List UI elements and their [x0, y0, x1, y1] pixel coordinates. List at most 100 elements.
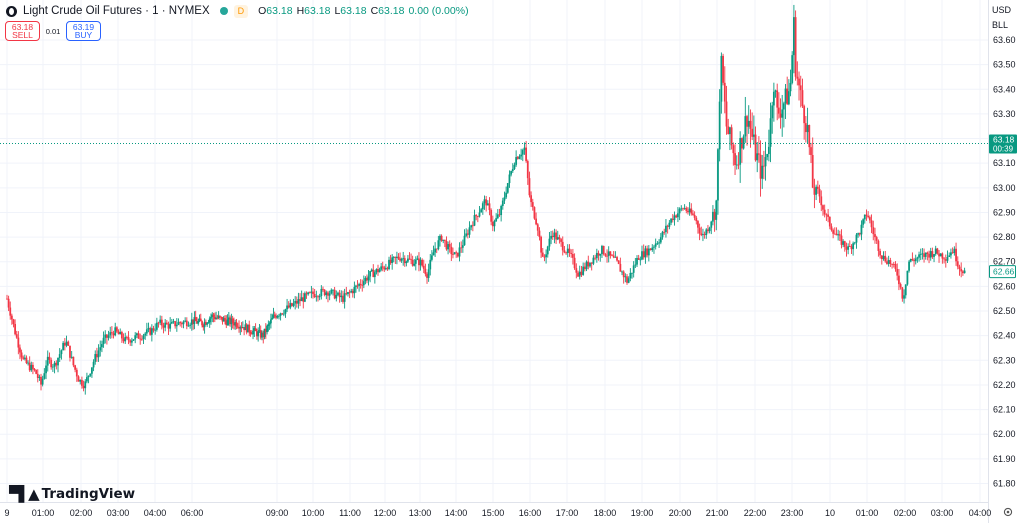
candle-body: [281, 313, 284, 315]
candle-body: [305, 293, 308, 295]
candle-body: [799, 85, 802, 91]
candle-body: [405, 261, 408, 264]
candle-body: [710, 221, 713, 228]
candle-body: [67, 341, 70, 346]
candle-body: [41, 378, 44, 385]
market-open-status-icon[interactable]: [219, 7, 228, 15]
candle-body: [825, 214, 828, 216]
candle-body: [322, 288, 324, 290]
candle-body: [808, 125, 811, 148]
candle-body: [781, 109, 784, 118]
candle-body: [762, 165, 765, 167]
candle-body: [914, 258, 917, 262]
candle-body: [475, 215, 478, 217]
candle-body: [720, 55, 723, 102]
candle-body: [752, 134, 755, 137]
candle-body: [816, 186, 819, 189]
candle-body: [818, 188, 821, 197]
candle-body: [238, 327, 240, 329]
time-tick-label: 01:00: [856, 508, 879, 518]
unit-selector[interactable]: BLL: [992, 20, 1009, 30]
candle-body: [955, 248, 957, 262]
candle-body: [624, 276, 627, 278]
candle-body: [503, 197, 506, 201]
time-tick-label: 11:00: [339, 508, 361, 518]
candle-body: [152, 328, 155, 331]
candle-body: [561, 241, 564, 251]
candle-body: [273, 314, 276, 316]
buy-button[interactable]: 63.19 BUY: [66, 21, 101, 41]
time-tick-label: 04:00: [969, 508, 992, 518]
candle-body: [573, 257, 576, 269]
spread-value: 0.01: [45, 26, 61, 36]
candle-body: [418, 258, 420, 266]
candle-body: [32, 364, 34, 369]
buy-label: BUY: [74, 30, 93, 40]
candle-body: [434, 248, 437, 253]
candle-body: [364, 277, 367, 282]
ohlc-value: 63.18: [304, 5, 331, 17]
candle-body: [531, 202, 534, 208]
candle-body: [622, 271, 625, 278]
candle-body: [23, 357, 26, 359]
candle-body: [383, 267, 386, 270]
candle-body: [506, 183, 509, 193]
candle-body: [453, 252, 456, 255]
candle-body: [160, 319, 163, 326]
candle-body: [192, 319, 195, 324]
candle-body: [804, 123, 807, 133]
candle-body: [508, 174, 511, 184]
candle-body: [939, 253, 942, 257]
candle-body: [759, 154, 762, 179]
candle-body: [179, 322, 182, 324]
gear-icon[interactable]: [1003, 507, 1013, 517]
candle-body: [577, 272, 579, 277]
tradingview-logo[interactable]: ▀▌▲ TradingView: [9, 485, 135, 503]
candle-body: [210, 317, 212, 319]
candle-body: [744, 116, 747, 137]
candle-body: [414, 259, 417, 264]
candle-body: [342, 295, 344, 302]
delayed-data-badge[interactable]: D: [233, 4, 249, 18]
candle-body: [82, 385, 85, 389]
candle-body: [823, 209, 826, 215]
symbol-title[interactable]: Light Crude Oil Futures · 1 · NYMEX: [23, 5, 210, 17]
candle-body: [926, 252, 929, 254]
candle-body: [478, 212, 481, 217]
candle-body: [566, 248, 569, 254]
candle-body: [558, 237, 561, 240]
currency-selector[interactable]: USD: [992, 5, 1012, 15]
candle-body: [25, 357, 28, 364]
candle-body: [332, 289, 334, 291]
candle-body: [555, 232, 557, 240]
candle-body: [791, 55, 794, 83]
candle-body: [69, 345, 71, 358]
candle-body: [924, 252, 927, 257]
candle-body: [402, 258, 405, 260]
candle-body: [150, 328, 153, 335]
candle-body: [261, 332, 263, 338]
candle-body: [115, 327, 118, 332]
candle-body: [712, 211, 714, 222]
candle-body: [300, 297, 303, 302]
candle-body: [853, 242, 856, 244]
sell-button[interactable]: 63.18 SELL: [5, 21, 40, 41]
candle-body: [680, 208, 683, 210]
candle-body: [533, 207, 536, 219]
candle-body: [33, 368, 36, 371]
candle-body: [956, 261, 959, 267]
candle-body: [663, 231, 666, 233]
candle-body: [202, 325, 205, 328]
logo-text: TradingView: [41, 486, 136, 502]
candle-body: [241, 327, 244, 328]
candle-body: [36, 373, 39, 378]
chart-legend: Light Crude Oil Futures · 1 · NYMEX D O6…: [6, 3, 469, 19]
candle-body: [421, 259, 424, 266]
candle-body: [35, 370, 38, 374]
candle-body: [92, 361, 95, 368]
candle-body: [388, 259, 390, 270]
candle-body: [627, 278, 630, 283]
candle-body: [490, 210, 493, 222]
